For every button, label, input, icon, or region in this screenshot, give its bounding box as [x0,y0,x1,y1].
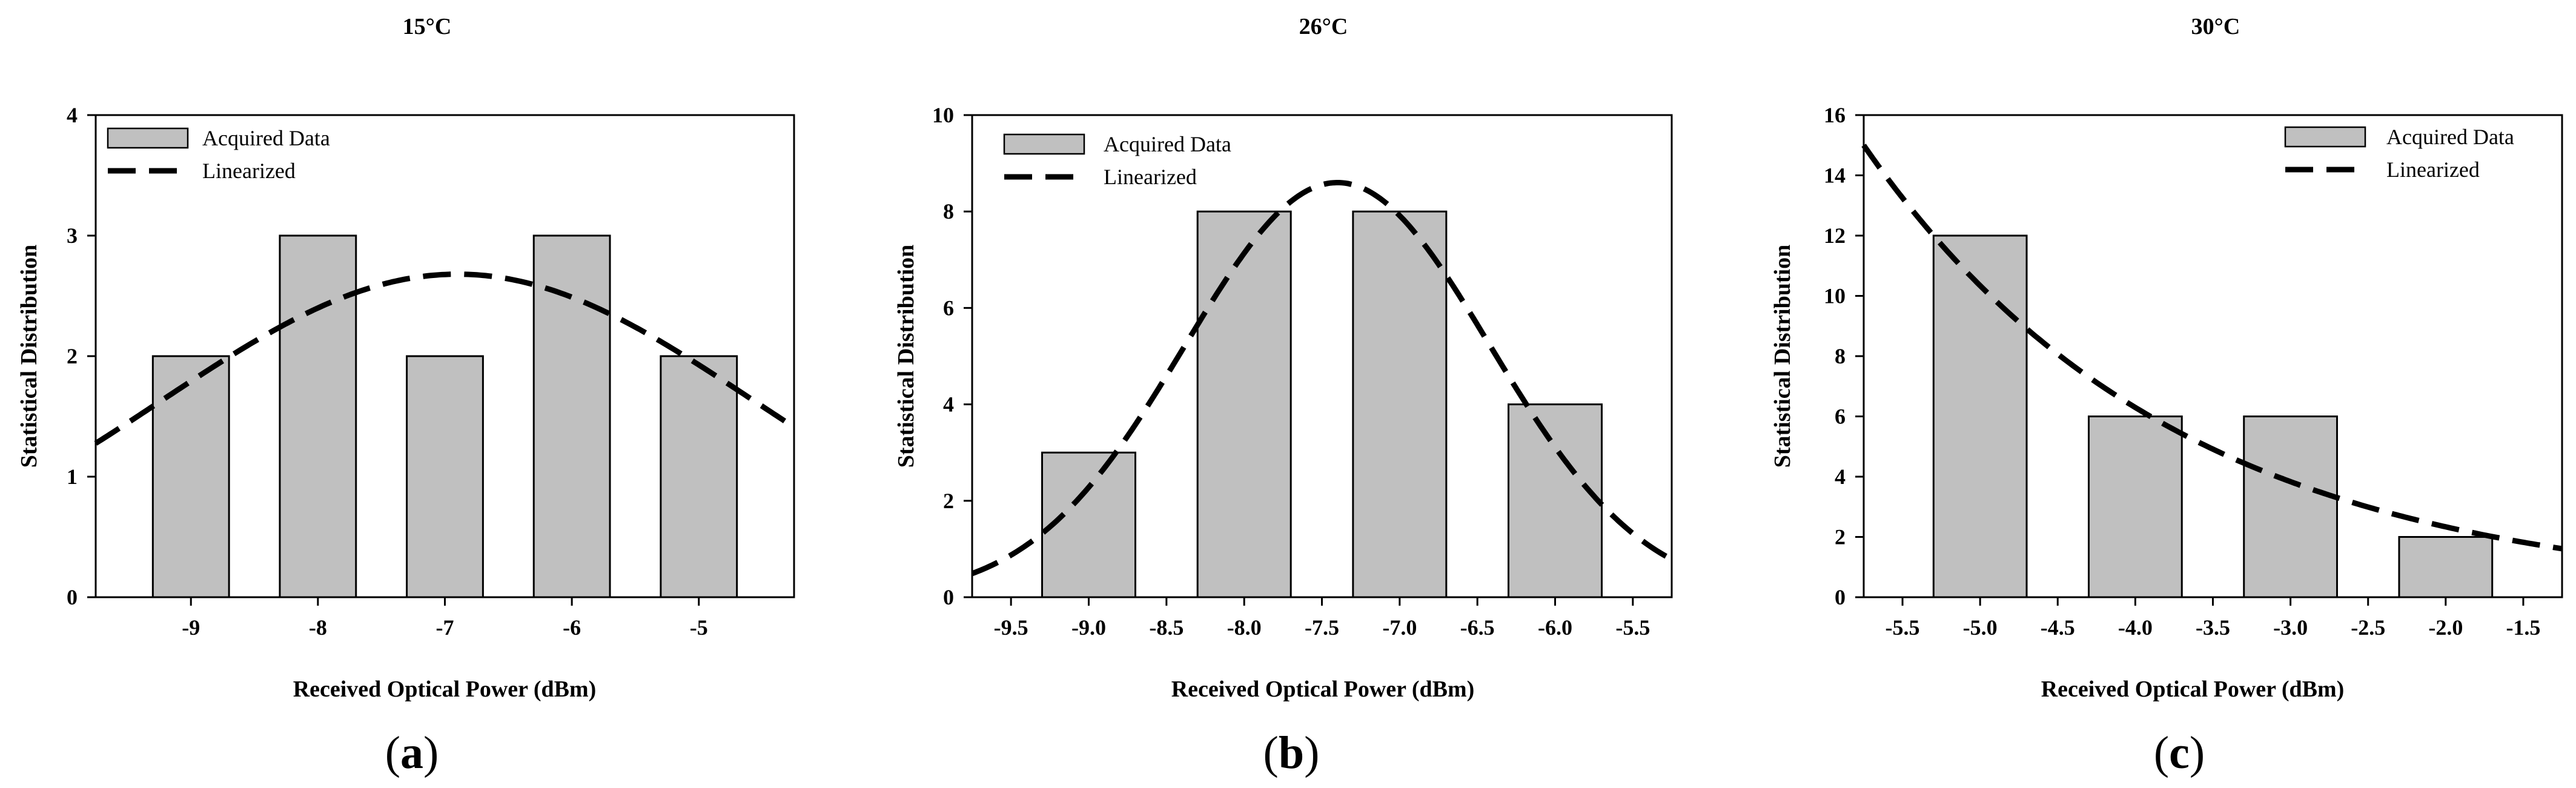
chart-title: 30°C [2191,14,2240,39]
chart-title: 26°C [1299,14,1348,39]
y-tick-label: 4 [1835,465,1846,489]
x-tick-label: -6.5 [1460,615,1495,640]
x-tick-label: -5.0 [1963,615,1998,640]
chart-panel-b: 26°C -9.5 -9.0 -8.5 -8.0 -7.5 -7.0 -6.5 -6.0 -5.… [893,14,1674,778]
x-axis-title: Received Optical Power (dBm) [2041,677,2345,702]
bar [1352,210,1448,598]
panel-label: (c) [2154,727,2205,778]
legend-bar-label: Acquired Data [1104,132,1231,156]
bar [1932,234,2028,598]
y-tick-label: 3 [67,223,78,248]
bar [279,234,357,598]
x-tick-label: -6 [563,615,581,640]
y-tick-label: 2 [67,344,78,368]
y-axis: 0 1 2 3 4 [67,103,96,609]
legend-line-label: Linearized [1104,165,1197,189]
y-tick-label: 0 [943,585,954,609]
x-tick-label: -8.0 [1227,615,1262,640]
x-tick-label: -9 [182,615,200,640]
bars-group [1932,234,2494,598]
bar [1196,210,1292,598]
y-axis-title: Statistical Distribution [1770,245,1795,468]
x-tick-label: -1.5 [2506,615,2540,640]
fit-curve [94,271,796,446]
legend: Acquired Data Linearized [1003,132,1231,189]
x-axis: -9 -8 -7 -6 -5 [182,597,708,640]
x-tick-label: -3.5 [2196,615,2230,640]
bars-group [151,234,738,598]
chart-title: 15°C [403,14,452,39]
x-tick-label: -5 [690,615,708,640]
x-tick-label: -7.5 [1305,615,1339,640]
x-tick-label: -2.0 [2428,615,2463,640]
y-axis-title: Statistical Distribution [16,245,42,468]
bar [406,355,484,598]
x-tick-label: -7.0 [1382,615,1417,640]
y-tick-label: 2 [1835,525,1846,549]
legend: Acquired Data Linearized [2284,125,2514,182]
y-tick-label: 8 [1835,344,1846,368]
bar [1508,403,1603,598]
legend-bar-label: Acquired Data [202,126,330,150]
x-axis: -5.5 -5.0 -4.5 -4.0 -3.5 -3.0 -2.5 -2.0 -1.5 [1886,597,2540,640]
fit-curve [1861,144,2563,552]
x-tick-label: -8 [309,615,327,640]
x-tick-label: -4.5 [2041,615,2075,640]
y-tick-label: 10 [1824,284,1846,308]
y-axis-title: Statistical Distribution [893,245,919,468]
legend-bar-label: Acquired Data [2386,125,2514,149]
legend-line-label: Linearized [2386,157,2480,182]
y-tick-label: 16 [1824,103,1846,127]
x-tick-label: -5.5 [1886,615,1920,640]
chart-panel-a: 15°C -9 -8 -7 -6 -5 0 1 2 3 4 Acquired Data Line… [16,14,796,778]
panel-label: (b) [1263,727,1320,778]
y-axis: 0 2 4 6 8 10 12 14 16 [1824,103,1864,609]
x-tick-label: -8.5 [1149,615,1184,640]
y-tick-label: 6 [1835,405,1846,429]
bar [660,355,738,598]
x-tick-label: -6.0 [1538,615,1572,640]
x-axis-title: Received Optical Power (dBm) [1171,677,1475,702]
x-axis-title: Received Optical Power (dBm) [293,677,597,702]
y-tick-label: 6 [943,296,954,320]
x-tick-label: -4.0 [2118,615,2153,640]
bar [2088,416,2183,598]
chart-panel-c: 30°C -5.5 -5.0 -4.5 -4.0 -3.5 -3.0 -2.5 -2.0 -1.… [1770,14,2563,778]
legend-bar-swatch [1003,133,1085,155]
x-axis: -9.5 -9.0 -8.5 -8.0 -7.5 -7.0 -6.5 -6.0 -5.5 [994,597,1650,640]
y-tick-label: 4 [67,103,78,127]
y-tick-label: 2 [943,489,954,513]
y-axis: 0 2 4 6 8 10 [932,103,972,609]
x-tick-label: -9.0 [1071,615,1106,640]
legend-line-label: Linearized [202,159,296,183]
x-tick-label: -9.5 [994,615,1028,640]
bar [2243,416,2338,598]
x-tick-label: -5.5 [1615,615,1650,640]
y-tick-label: 4 [943,392,954,417]
legend-bar-swatch [107,127,189,149]
fit-curve [971,180,1674,577]
y-tick-label: 10 [932,103,954,127]
y-tick-label: 14 [1824,164,1846,188]
bars-group [1041,210,1603,598]
y-tick-label: 1 [67,465,78,489]
y-tick-label: 8 [943,199,954,223]
y-tick-label: 0 [1835,585,1846,609]
legend-bar-swatch [2284,126,2366,148]
y-tick-label: 12 [1824,223,1846,248]
legend: Acquired Data Linearized [107,126,330,183]
x-tick-label: -2.5 [2351,615,2385,640]
y-tick-label: 0 [67,585,78,609]
x-tick-label: -3.0 [2273,615,2308,640]
bar [2398,536,2494,598]
panel-label: (a) [385,727,439,778]
x-tick-label: -7 [436,615,454,640]
bar [151,355,230,598]
